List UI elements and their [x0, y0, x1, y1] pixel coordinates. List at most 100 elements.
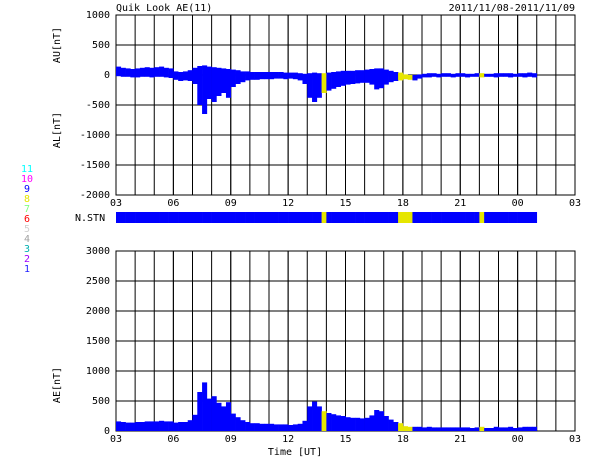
- nstn-cell: [407, 212, 413, 223]
- bar: [398, 423, 404, 431]
- bar: [508, 75, 514, 78]
- bar: [283, 72, 289, 75]
- nstn-cell: [259, 212, 265, 223]
- nstn-cell: [388, 212, 394, 223]
- bar: [512, 75, 518, 77]
- bar: [345, 417, 351, 431]
- nstn-cell: [469, 212, 475, 223]
- bar: [225, 75, 232, 98]
- bar: [474, 427, 480, 431]
- nstn-cell: [312, 212, 318, 223]
- nstn-cell: [292, 212, 298, 223]
- bar: [297, 73, 303, 75]
- bar: [149, 67, 155, 75]
- bar: [469, 75, 475, 77]
- bar: [297, 423, 303, 431]
- nstn-cell: [197, 212, 203, 223]
- bar: [460, 75, 466, 77]
- nstn-cell: [345, 212, 351, 223]
- nstn-cell: [192, 212, 198, 223]
- nstn-cell: [245, 212, 251, 223]
- nstn-cell: [465, 212, 471, 223]
- x-tick-label: 00: [512, 198, 524, 209]
- bar: [139, 75, 145, 77]
- bar: [426, 73, 432, 75]
- nstn-cell: [450, 212, 456, 223]
- nstn-cell: [412, 212, 418, 223]
- nstn-cell: [422, 212, 428, 223]
- bar: [455, 73, 461, 75]
- bar: [273, 75, 279, 79]
- bar: [350, 417, 356, 431]
- bar: [149, 75, 155, 78]
- bar: [488, 428, 495, 431]
- x-tick-label: 15: [339, 434, 351, 445]
- bar: [312, 72, 318, 75]
- bar: [503, 73, 509, 75]
- bar: [402, 75, 408, 80]
- bar: [359, 418, 365, 431]
- nstn-cell: [393, 212, 399, 223]
- bar: [388, 70, 394, 75]
- y-tick-label: 0: [104, 70, 110, 81]
- nstn-cell: [307, 212, 313, 223]
- bar: [149, 421, 155, 431]
- bar: [312, 401, 318, 431]
- bar: [503, 75, 509, 77]
- bar: [173, 422, 179, 431]
- y-tick-label: -1000: [80, 130, 110, 141]
- bar: [378, 75, 385, 89]
- bar: [465, 73, 471, 75]
- bar: [288, 75, 294, 79]
- bar: [393, 72, 399, 75]
- nstn-cell: [398, 212, 404, 223]
- bar: [512, 428, 518, 431]
- x-tick-label: 18: [397, 434, 409, 445]
- bar: [216, 67, 222, 75]
- bar: [144, 67, 150, 75]
- bar: [178, 75, 184, 81]
- nstn-cell: [531, 212, 538, 223]
- bar: [187, 70, 193, 75]
- bar: [488, 73, 495, 75]
- nstn-cell: [350, 212, 356, 223]
- bar: [116, 75, 122, 77]
- bar: [479, 426, 485, 431]
- bar: [154, 67, 160, 75]
- bar: [139, 67, 145, 75]
- nstn-cell: [283, 212, 289, 223]
- bar: [493, 426, 499, 431]
- bar: [302, 420, 308, 431]
- bar: [187, 420, 193, 431]
- bar: [125, 422, 131, 431]
- bar: [206, 398, 212, 431]
- bar: [168, 68, 174, 75]
- x-tick-label: 12: [282, 198, 294, 209]
- bar: [517, 75, 523, 77]
- bar: [120, 67, 126, 75]
- bar: [221, 406, 227, 431]
- bar: [364, 417, 370, 431]
- nstn-cell: [273, 212, 279, 223]
- bar: [474, 75, 480, 77]
- bar: [340, 70, 346, 75]
- x-tick-label: 03: [110, 198, 122, 209]
- bar: [269, 72, 275, 75]
- bar: [527, 72, 533, 75]
- bar: [125, 68, 131, 75]
- bar: [278, 75, 284, 79]
- bar: [230, 69, 236, 75]
- nstn-cell: [426, 212, 432, 223]
- bar: [426, 426, 432, 431]
- bar: [474, 73, 480, 75]
- nstn-cell: [488, 212, 495, 223]
- bar: [484, 73, 490, 75]
- x-tick-label: 18: [397, 198, 409, 209]
- nstn-cell: [460, 212, 466, 223]
- bar: [417, 426, 423, 431]
- nstn-cell: [168, 212, 174, 223]
- bar: [445, 427, 451, 431]
- bar: [431, 75, 437, 77]
- bar: [192, 414, 198, 431]
- nstn-cell: [149, 212, 155, 223]
